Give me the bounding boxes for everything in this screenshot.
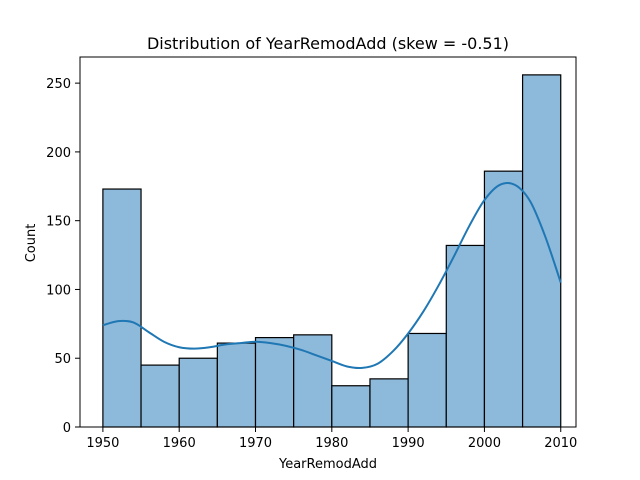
x-tick-label: 1990 xyxy=(392,436,425,451)
axes-layer: 1950 1960 1970 1980 1990 2000 2010 0 50 100 150 200… xyxy=(46,56,577,451)
histogram-bar-1955 xyxy=(140,364,180,428)
y-tick-label: 200 xyxy=(46,146,71,161)
y-tick-label: 50 xyxy=(54,352,71,367)
histogram-bar-1980 xyxy=(331,385,371,428)
y-tick-label: 100 xyxy=(46,283,71,298)
x-tick-label: 1950 xyxy=(86,436,119,451)
x-tick-label: 2010 xyxy=(544,436,577,451)
x-tick-label: 1970 xyxy=(239,436,272,451)
histogram-bar-1970 xyxy=(254,336,295,428)
histogram-bar-2000 xyxy=(483,170,524,428)
histogram-bar-1990 xyxy=(407,332,447,428)
x-tick-label: 1980 xyxy=(315,436,348,451)
x-tick-label: 1960 xyxy=(163,436,196,451)
histogram-bar-1960 xyxy=(178,357,218,428)
bars-layer xyxy=(102,74,562,428)
kde-line xyxy=(102,181,562,369)
histogram-bar-1985 xyxy=(369,378,409,428)
x-tick-label: 2000 xyxy=(468,436,501,451)
y-tick-label: 250 xyxy=(46,77,71,92)
x-axis-title: YearRemodAdd xyxy=(278,457,377,472)
chart-title: Distribution of YearRemodAdd (skew = -0.… xyxy=(147,34,509,53)
histogram-bar-1950 xyxy=(102,188,142,428)
y-tick-label: 150 xyxy=(46,215,71,230)
histogram-bar-1995 xyxy=(445,244,486,428)
y-tick-label: 0 xyxy=(63,421,71,436)
histogram-bar-1965 xyxy=(216,342,257,428)
histogram-bar-2005 xyxy=(521,74,562,428)
plot-frame xyxy=(79,56,577,428)
y-axis-title: Count xyxy=(24,224,39,263)
